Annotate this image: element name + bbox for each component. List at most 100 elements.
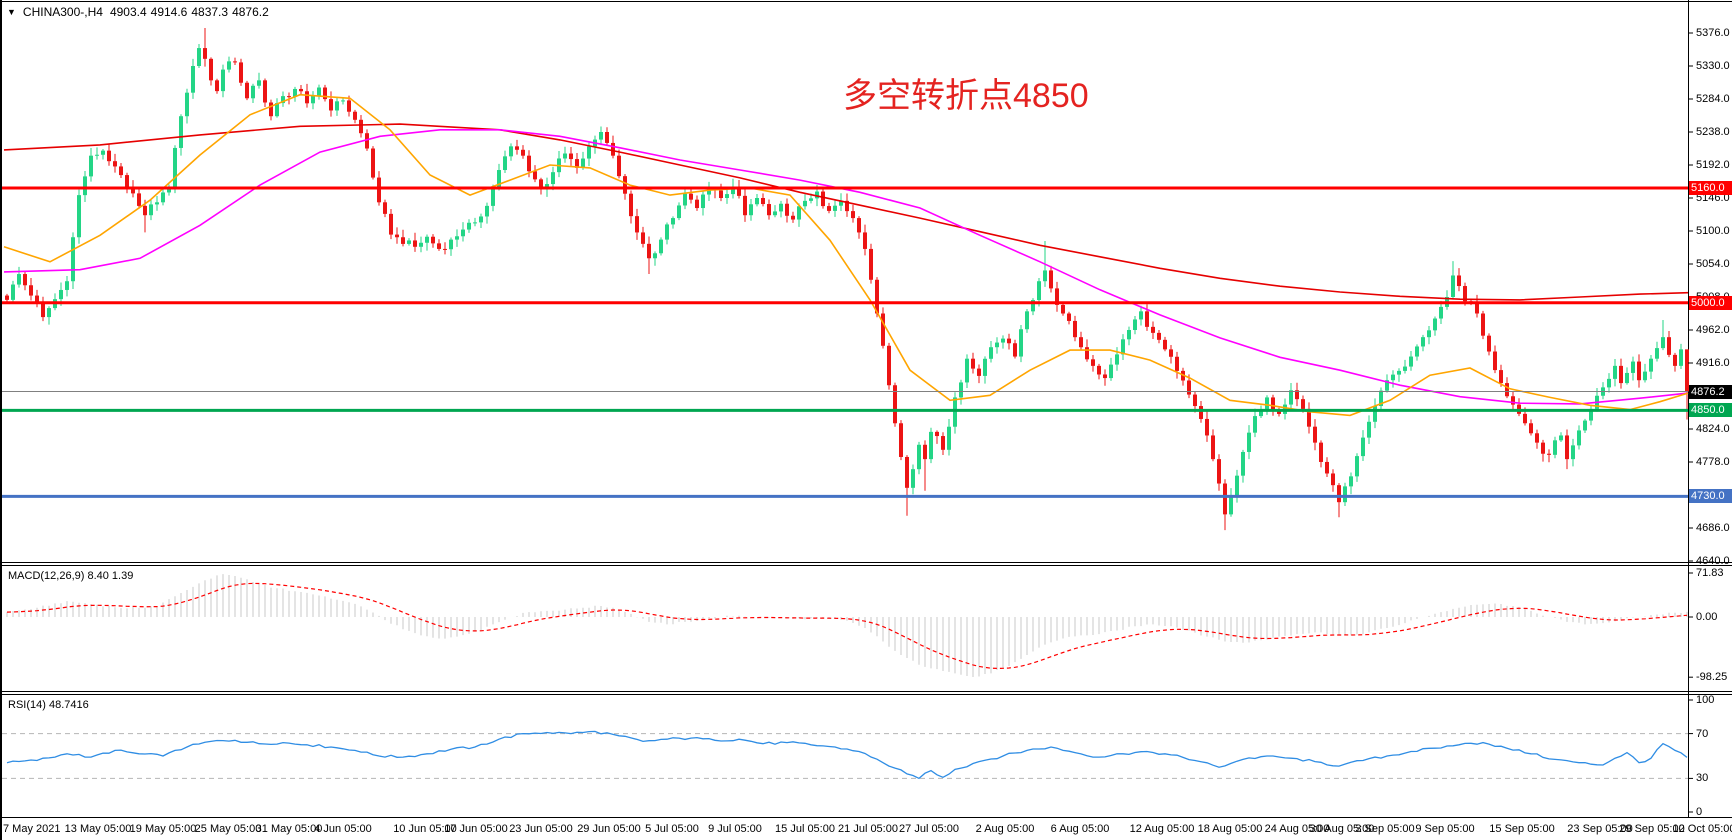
symbol-dropdown-icon[interactable]: ▼ — [7, 7, 16, 17]
candle-body — [947, 426, 951, 450]
candle-body — [1235, 475, 1239, 495]
candle-body — [1487, 335, 1491, 352]
candle-body — [1091, 359, 1095, 366]
candle-body — [569, 153, 573, 160]
date-axis-label: 9 Jul 05:00 — [708, 823, 762, 835]
candle-body — [437, 243, 441, 249]
candle-body — [455, 236, 459, 240]
candle-body — [353, 111, 357, 120]
level-price-label: 5160.0 — [1689, 180, 1732, 195]
candle-body — [1505, 383, 1509, 397]
candle-body — [1427, 330, 1431, 338]
candle-body — [1523, 413, 1527, 424]
candle-body — [725, 194, 729, 198]
candle-body — [1679, 349, 1683, 366]
candle-body — [971, 358, 975, 369]
candle-body — [671, 218, 675, 225]
candle-body — [1217, 459, 1221, 484]
candle-body — [839, 200, 843, 206]
candle-body — [1163, 339, 1167, 350]
candle-body — [911, 469, 915, 488]
candle-body — [323, 87, 327, 100]
candle-body — [485, 205, 489, 217]
candle-body — [665, 224, 669, 240]
candle-body — [95, 154, 99, 156]
candle-body — [299, 88, 303, 92]
macd-axis-label: 0.00 — [1696, 611, 1718, 623]
price-axis-label: 5192.0 — [1696, 159, 1730, 171]
candle-body — [89, 155, 93, 177]
price-axis-label: 4962.0 — [1696, 324, 1730, 336]
ma-fast-orange-line — [3, 93, 1689, 417]
candle-body — [1643, 371, 1647, 381]
candle-body — [749, 204, 753, 216]
price-axis-label: 4640.0 — [1696, 555, 1730, 567]
date-axis-label: 23 Jun 05:00 — [509, 823, 573, 835]
candle-body — [857, 218, 861, 233]
candle-body — [1031, 300, 1035, 312]
candle-body — [869, 248, 873, 280]
date-axis-label: 31 May 05:00 — [255, 823, 323, 835]
candle-body — [1535, 433, 1539, 443]
candle-body — [65, 281, 69, 290]
candle-body — [1349, 476, 1353, 487]
candle-body — [1559, 435, 1563, 441]
date-axis-label: 3 Sep 05:00 — [1355, 823, 1415, 835]
candle-body — [1277, 410, 1281, 414]
price-axis-label: 5330.0 — [1696, 60, 1730, 72]
candle-body — [1619, 365, 1623, 384]
candle-body — [683, 193, 687, 206]
candle-body — [473, 222, 477, 224]
candle-body — [1463, 286, 1467, 302]
candle-body — [581, 158, 585, 168]
candle-body — [977, 368, 981, 376]
ma-mid-magenta-line — [3, 129, 1689, 405]
date-axis-label: 5 Jul 05:00 — [645, 823, 699, 835]
candle-body — [695, 199, 699, 209]
candle-body — [1247, 432, 1251, 452]
level-price-label: 4730.0 — [1689, 489, 1732, 504]
candle-body — [191, 66, 195, 93]
candle-body — [497, 170, 501, 188]
candle-body — [1433, 318, 1437, 331]
date-axis-label: 15 Jul 05:00 — [775, 823, 835, 835]
candle-body — [1061, 304, 1065, 314]
candle-body — [161, 192, 165, 203]
candle-body — [17, 274, 21, 285]
candle-body — [731, 186, 735, 195]
candle-body — [551, 172, 555, 185]
candle-body — [143, 205, 147, 216]
price-axis-label: 5376.0 — [1696, 27, 1730, 39]
date-axis-label: 12 Aug 05:00 — [1129, 823, 1195, 835]
candle-body — [11, 284, 15, 300]
candle-body — [605, 132, 609, 143]
candle-body — [365, 133, 369, 149]
candle-body — [395, 234, 399, 238]
ohlc-high: 4914.6 — [150, 5, 188, 19]
candle-body — [179, 116, 183, 148]
candle-body — [527, 155, 531, 172]
candle-body — [647, 243, 651, 259]
candle-body — [1055, 288, 1059, 305]
candle-body — [851, 211, 855, 219]
candle-body — [377, 177, 381, 203]
candle-body — [1139, 311, 1143, 320]
rsi-axis-label: 30 — [1696, 772, 1709, 785]
candle-body — [1481, 313, 1485, 336]
date-axis-label: 15 Sep 05:00 — [1489, 823, 1555, 835]
candle-body — [737, 186, 741, 196]
candle-body — [1391, 374, 1395, 381]
candle-body — [941, 436, 945, 450]
candle-body — [893, 385, 897, 424]
candle-body — [1289, 390, 1293, 405]
candle-body — [239, 62, 243, 83]
candle-body — [1439, 306, 1443, 319]
date-axis-label: 10 Jun 05:00 — [393, 823, 457, 835]
candle-body — [101, 150, 105, 155]
candle-body — [1421, 337, 1425, 347]
candle-body — [887, 345, 891, 386]
candle-body — [5, 295, 9, 300]
candle-body — [623, 176, 627, 194]
